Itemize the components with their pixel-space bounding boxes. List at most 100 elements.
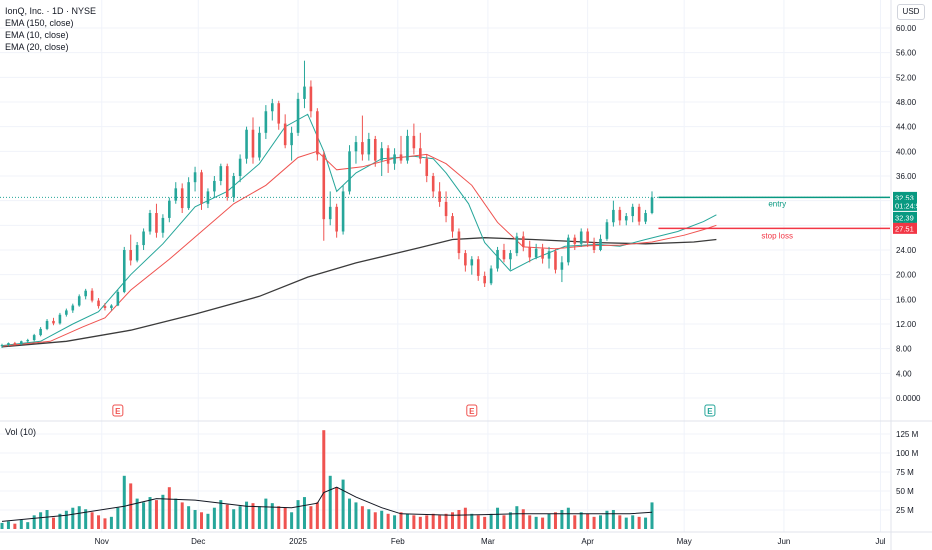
volume-bar[interactable]: [264, 498, 268, 529]
volume-bar[interactable]: [238, 506, 242, 529]
volume-bar[interactable]: [6, 521, 10, 529]
volume-bar[interactable]: [90, 512, 94, 529]
volume-bar[interactable]: [412, 515, 416, 529]
earnings-marker[interactable]: [704, 404, 716, 417]
candle[interactable]: [129, 234, 133, 266]
candle[interactable]: [116, 290, 120, 307]
currency-button[interactable]: USD: [897, 4, 925, 20]
volume-bar[interactable]: [122, 475, 126, 529]
candle[interactable]: [290, 126, 293, 161]
volume-bar[interactable]: [354, 502, 358, 529]
volume-legend[interactable]: Vol (10): [5, 427, 37, 437]
candle[interactable]: [644, 209, 647, 225]
volume-bar[interactable]: [418, 516, 422, 529]
volume-bar[interactable]: [528, 515, 532, 529]
candle[interactable]: [451, 213, 454, 238]
indicator-ema10[interactable]: EMA (10, close): [5, 30, 69, 40]
volume-bar[interactable]: [328, 475, 332, 529]
candle[interactable]: [20, 340, 23, 345]
volume-bar[interactable]: [257, 506, 261, 529]
candle[interactable]: [13, 341, 17, 346]
volume-bar[interactable]: [97, 515, 101, 529]
volume-bar[interactable]: [393, 515, 397, 529]
volume-bar[interactable]: [180, 502, 184, 529]
volume-bar[interactable]: [367, 509, 371, 529]
candle[interactable]: [97, 298, 100, 309]
candle[interactable]: [0, 343, 4, 349]
volume-bar[interactable]: [579, 512, 583, 529]
volume-bar[interactable]: [219, 500, 223, 529]
candle[interactable]: [489, 265, 493, 286]
volume-bar[interactable]: [508, 512, 512, 529]
candle[interactable]: [502, 243, 506, 263]
candle[interactable]: [592, 237, 596, 254]
candle[interactable]: [213, 176, 216, 198]
volume-bar[interactable]: [547, 513, 551, 529]
volume-bar[interactable]: [167, 487, 171, 529]
candle[interactable]: [348, 145, 351, 195]
volume-bar[interactable]: [174, 498, 178, 529]
volume-bar[interactable]: [476, 515, 480, 529]
candle[interactable]: [419, 132, 422, 164]
volume-bar[interactable]: [599, 515, 603, 529]
candle[interactable]: [251, 117, 255, 164]
candle[interactable]: [521, 231, 525, 252]
volume-bar[interactable]: [142, 502, 146, 529]
volume-bar[interactable]: [483, 516, 487, 529]
candle[interactable]: [174, 182, 178, 204]
volume-bar[interactable]: [161, 494, 165, 529]
candle[interactable]: [341, 185, 345, 235]
volume-bar[interactable]: [450, 512, 454, 529]
volume-bar[interactable]: [0, 522, 4, 529]
candle[interactable]: [45, 319, 49, 331]
volume-bar[interactable]: [386, 513, 390, 529]
volume-bar[interactable]: [270, 503, 274, 529]
volume-bar[interactable]: [116, 507, 120, 529]
volume-bar[interactable]: [502, 515, 506, 529]
candle[interactable]: [624, 213, 628, 226]
volume-bar[interactable]: [457, 510, 461, 529]
candle[interactable]: [245, 126, 248, 164]
volume-bar[interactable]: [77, 506, 81, 529]
volume-bar[interactable]: [341, 479, 345, 529]
volume-bar[interactable]: [245, 501, 249, 529]
candle[interactable]: [354, 135, 358, 164]
volume-bar[interactable]: [45, 510, 49, 529]
candle[interactable]: [431, 172, 435, 198]
candle[interactable]: [399, 135, 403, 164]
candle[interactable]: [103, 303, 107, 311]
volume-bar[interactable]: [373, 512, 377, 529]
volume-bar[interactable]: [19, 519, 23, 529]
volume-bar[interactable]: [348, 498, 352, 529]
earnings-marker[interactable]: [112, 404, 124, 417]
volume-bar[interactable]: [631, 515, 635, 529]
candle[interactable]: [168, 197, 171, 223]
candle[interactable]: [554, 248, 557, 274]
volume-bar[interactable]: [154, 500, 158, 529]
candle[interactable]: [206, 188, 210, 209]
candle[interactable]: [309, 80, 313, 118]
volume-bar[interactable]: [618, 515, 622, 529]
candle[interactable]: [232, 172, 235, 202]
indicator-ema150[interactable]: EMA (150, close): [5, 18, 74, 28]
volume-bar[interactable]: [129, 483, 133, 529]
candle[interactable]: [52, 317, 55, 326]
candle[interactable]: [631, 203, 634, 223]
candle[interactable]: [200, 169, 203, 210]
candle[interactable]: [335, 203, 338, 238]
candle[interactable]: [496, 246, 499, 272]
candle[interactable]: [180, 183, 184, 213]
volume-bar[interactable]: [380, 510, 384, 529]
candle[interactable]: [393, 148, 396, 170]
candle[interactable]: [650, 191, 654, 215]
volume-bar[interactable]: [103, 518, 107, 529]
candle[interactable]: [270, 98, 274, 121]
candle[interactable]: [444, 191, 448, 223]
volume-bar[interactable]: [605, 510, 609, 529]
candle[interactable]: [438, 182, 441, 207]
volume-bar[interactable]: [212, 507, 216, 529]
volume-bar[interactable]: [560, 510, 564, 529]
volume-bar[interactable]: [322, 430, 326, 529]
volume-bar[interactable]: [283, 507, 287, 529]
volume-bar[interactable]: [13, 523, 17, 529]
